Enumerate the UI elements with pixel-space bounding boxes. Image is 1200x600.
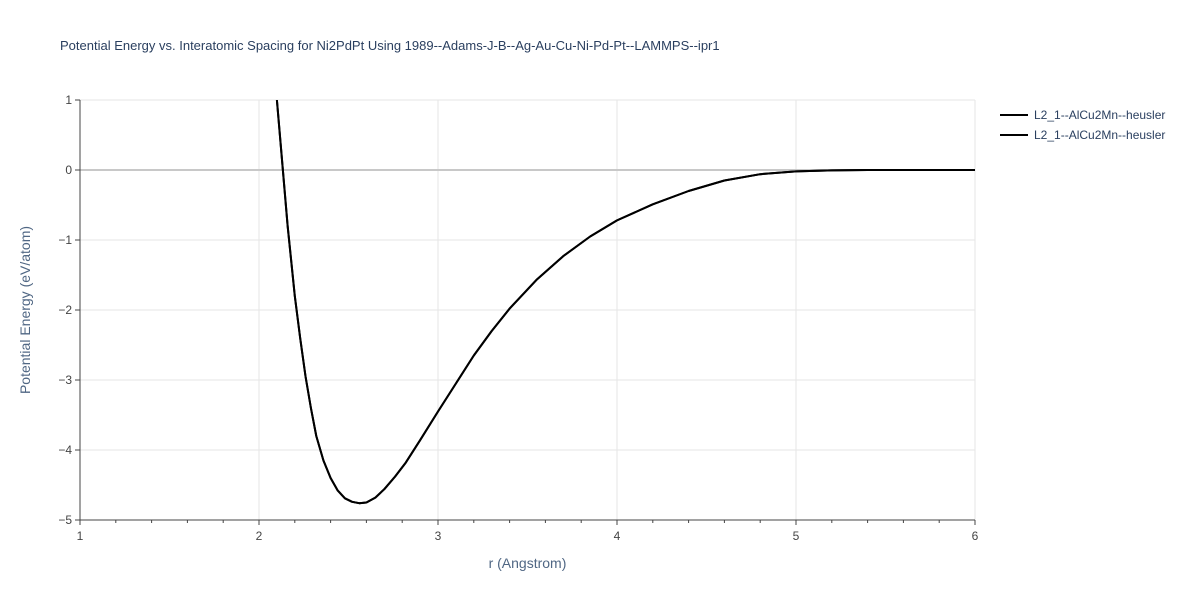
chart-title: Potential Energy vs. Interatomic Spacing…: [60, 38, 720, 53]
axes: [75, 99, 976, 525]
x-tick-label: 4: [614, 529, 621, 543]
x-axis-title: r (Angstrom): [489, 555, 567, 571]
y-tick-label: 1: [65, 93, 72, 107]
legend-item: L2_1--AlCu2Mn--heusler: [1000, 128, 1165, 142]
tick-labels: 1 2 3 4 5 6 1 0 −1 −2 −3 −4 −5: [58, 93, 978, 543]
legend-label: L2_1--AlCu2Mn--heusler: [1034, 128, 1165, 142]
legend-label: L2_1--AlCu2Mn--heusler: [1034, 108, 1165, 122]
y-tick-label: −3: [58, 373, 72, 387]
y-tick-label: 0: [65, 163, 72, 177]
x-tick-label: 2: [256, 529, 263, 543]
series-line-1: [275, 100, 975, 505]
x-tick-label: 1: [77, 529, 84, 543]
y-axis-title: Potential Energy (eV/atom): [17, 226, 33, 394]
y-tick-label: −1: [58, 233, 72, 247]
legend-item: L2_1--AlCu2Mn--heusler: [1000, 108, 1165, 122]
y-tick-label: −4: [58, 443, 72, 457]
series-line-2: [275, 100, 975, 505]
grid: [80, 99, 976, 520]
y-tick-label: −5: [58, 513, 72, 527]
y-tick-label: −2: [58, 303, 72, 317]
legend: L2_1--AlCu2Mn--heusler L2_1--AlCu2Mn--heu…: [1000, 108, 1165, 142]
x-tick-label: 6: [972, 529, 979, 543]
x-tick-label: 3: [435, 529, 442, 543]
series-layer: [275, 100, 975, 505]
x-tick-label: 5: [793, 529, 800, 543]
